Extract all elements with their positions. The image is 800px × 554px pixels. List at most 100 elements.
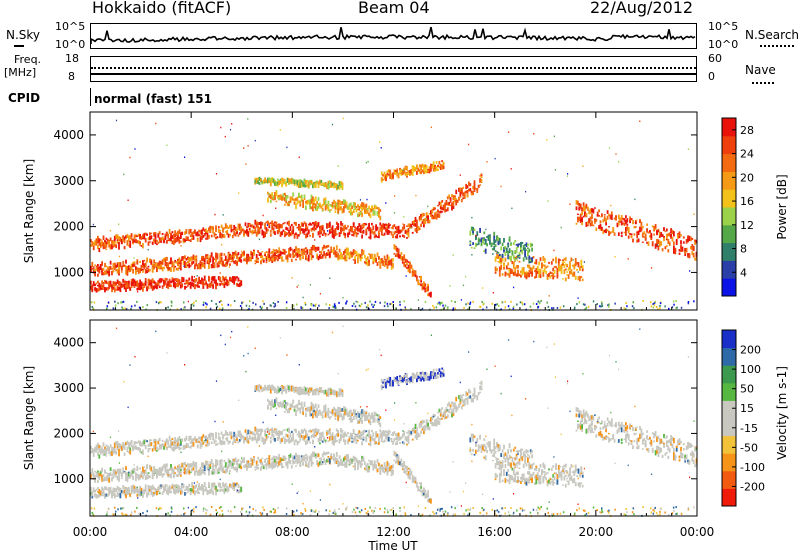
- echo-cell: [606, 215, 609, 220]
- echo-cell: [401, 172, 404, 175]
- echo-cell: [344, 455, 347, 460]
- echo-cell: [170, 304, 173, 307]
- echo-cell: [449, 197, 452, 201]
- echo-cell: [360, 303, 363, 306]
- echo-cell: [589, 208, 592, 214]
- echo-cell: [324, 439, 327, 442]
- echo-cell: [365, 161, 367, 164]
- echo-cell: [414, 216, 417, 223]
- echo-cell: [172, 234, 175, 240]
- echo-cell: [289, 453, 292, 458]
- echo-cell: [427, 283, 429, 289]
- echo-cell: [300, 429, 303, 434]
- echo-cell: [387, 224, 390, 229]
- echo-cell: [578, 216, 581, 221]
- echo-cell: [226, 283, 229, 287]
- echo-cell: [404, 229, 407, 232]
- echo-cell: [609, 231, 612, 235]
- echo-cell: [349, 202, 352, 207]
- echo-cell: [387, 173, 390, 176]
- echo-cell: [229, 233, 231, 237]
- echo-cell: [494, 157, 496, 160]
- echo-cell: [358, 212, 361, 215]
- echo-cell: [512, 261, 515, 265]
- echo-cell: [106, 238, 109, 245]
- echo-cell: [379, 301, 381, 304]
- echo-cell: [154, 234, 157, 240]
- echo-cell: [276, 461, 279, 464]
- echo-cell: [383, 232, 386, 235]
- echo-cell: [348, 459, 351, 465]
- echo-cell: [658, 242, 661, 247]
- echo-cell: [437, 204, 439, 207]
- echo-cell: [320, 226, 323, 232]
- echo-cell: [260, 221, 262, 227]
- echo-cell: [271, 221, 274, 226]
- echo-cell: [158, 437, 161, 442]
- echo-cell: [226, 279, 229, 283]
- echo-cell: [153, 438, 155, 444]
- echo-cell: [427, 218, 429, 224]
- echo-cell: [305, 250, 307, 253]
- echo-cell: [175, 468, 178, 470]
- echo-cell: [120, 301, 122, 304]
- echo-cell: [187, 238, 189, 241]
- echo-cell: [212, 229, 214, 234]
- echo-cell: [133, 441, 136, 444]
- echo-cell: [296, 202, 299, 205]
- echo-cell: [361, 224, 363, 227]
- echo-cell: [137, 233, 140, 237]
- echo-cell: [127, 265, 130, 267]
- echo-cell: [290, 230, 293, 236]
- echo-cell: [436, 302, 439, 305]
- echo-cell: [206, 467, 209, 471]
- echo-cell: [415, 194, 417, 197]
- echo-cell: [125, 466, 127, 471]
- echo-cell: [222, 227, 224, 233]
- echo-cell: [599, 224, 602, 229]
- echo-cell: [265, 463, 268, 465]
- echo-cell: [233, 254, 236, 259]
- echo-cell: [136, 287, 139, 291]
- echo-cell: [115, 471, 118, 475]
- echo-cell: [102, 271, 105, 274]
- echo-cell: [452, 307, 455, 310]
- echo-cell: [246, 463, 248, 469]
- echo-cell: [184, 255, 186, 259]
- echo-cell: [496, 251, 498, 254]
- echo-cell: [262, 214, 264, 217]
- echo-cell: [226, 432, 229, 436]
- echo-cell: [480, 242, 483, 247]
- echo-cell: [351, 461, 354, 464]
- echo-cell: [283, 429, 286, 431]
- echo-cell: [251, 229, 254, 235]
- echo-cell: [170, 439, 172, 445]
- echo-cell: [497, 304, 500, 307]
- echo-cell: [534, 261, 536, 264]
- echo-cell: [117, 302, 119, 305]
- echo-cell: [282, 429, 285, 432]
- echo-cell: [119, 443, 122, 449]
- echo-cell: [285, 255, 288, 260]
- echo-cell: [485, 228, 487, 231]
- echo-cell: [359, 257, 362, 260]
- echo-cell: [269, 222, 272, 224]
- echo-cell: [632, 238, 634, 243]
- echo-cell: [153, 466, 155, 470]
- echo-cell: [366, 226, 369, 229]
- echo-cell: [372, 231, 375, 235]
- echo-cell: [459, 191, 462, 195]
- echo-cell: [208, 470, 210, 476]
- echo-cell: [386, 231, 389, 235]
- echo-cell: [199, 235, 202, 238]
- echo-cell: [452, 402, 455, 408]
- echo-cell: [344, 442, 347, 445]
- echo-cell: [378, 211, 380, 214]
- echo-cell: [430, 214, 432, 217]
- echo-cell: [146, 233, 148, 236]
- echo-cell: [428, 212, 431, 215]
- echo-cell: [212, 265, 214, 269]
- echo-cell: [508, 238, 511, 242]
- echo-cell: [375, 464, 377, 470]
- echo-cell: [274, 221, 276, 224]
